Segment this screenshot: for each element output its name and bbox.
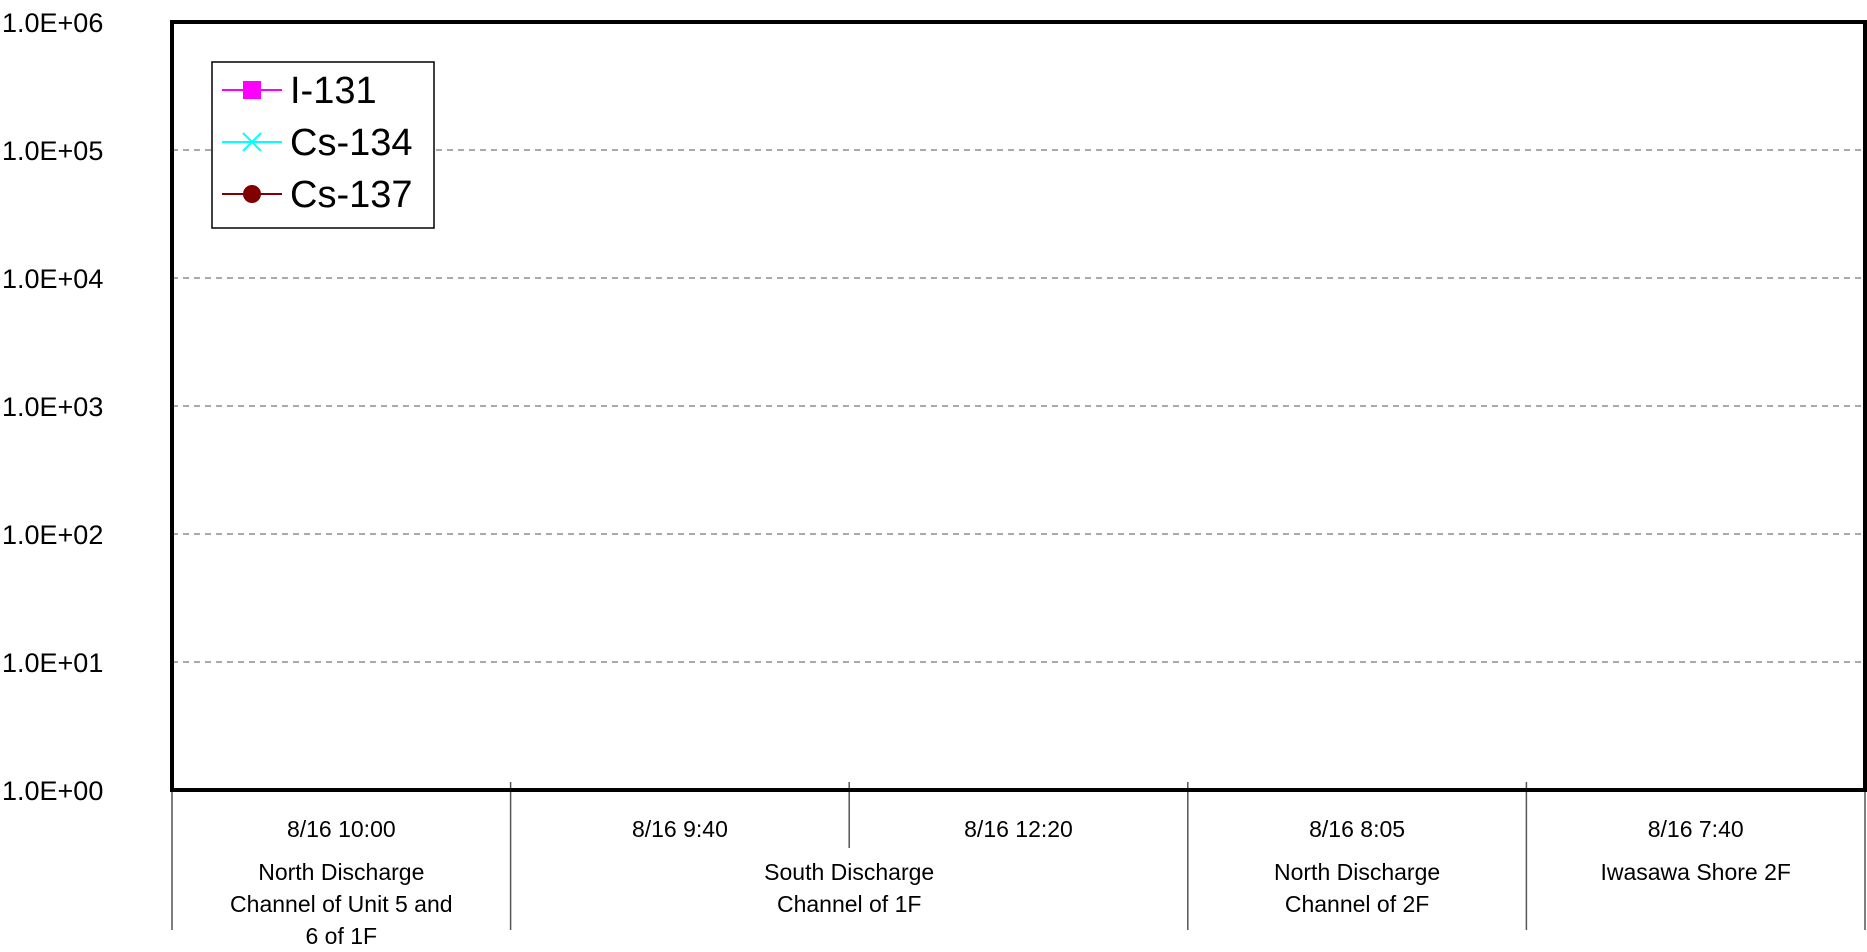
x-category-location: Iwasawa Shore 2F bbox=[1600, 859, 1790, 885]
legend: I-131 Cs-134 Cs-137 bbox=[212, 62, 434, 228]
legend-label: Cs-134 bbox=[290, 122, 413, 164]
x-category-location: 6 of 1F bbox=[305, 923, 377, 949]
y-tick-label: 1.0E+02 bbox=[2, 520, 103, 550]
x-category-time: 8/16 12:20 bbox=[964, 816, 1073, 842]
x-category-location: North Discharge bbox=[258, 859, 424, 885]
x-category-time: 8/16 8:05 bbox=[1309, 816, 1405, 842]
y-tick-label: 1.0E+04 bbox=[2, 264, 103, 294]
y-tick-label: 1.0E+00 bbox=[2, 776, 103, 806]
x-category-location: Channel of 1F bbox=[777, 891, 921, 917]
legend-marker-square bbox=[243, 81, 261, 99]
y-tick-label: 1.0E+05 bbox=[2, 136, 103, 166]
y-tick-label: 1.0E+03 bbox=[2, 392, 103, 422]
x-category-time: 8/16 10:00 bbox=[287, 816, 396, 842]
legend-marker-circle bbox=[243, 185, 261, 203]
x-category-location: Channel of Unit 5 and bbox=[230, 891, 453, 917]
x-category-location: Channel of 2F bbox=[1285, 891, 1429, 917]
y-tick-label: 1.0E+01 bbox=[2, 648, 103, 678]
y-tick-label: 1.0E+06 bbox=[2, 8, 103, 38]
x-category-location: South Discharge bbox=[764, 859, 934, 885]
legend-label: Cs-137 bbox=[290, 174, 413, 216]
legend-label: I-131 bbox=[290, 70, 377, 112]
x-category-time: 8/16 7:40 bbox=[1648, 816, 1744, 842]
x-category-location: North Discharge bbox=[1274, 859, 1440, 885]
x-category-time: 8/16 9:40 bbox=[632, 816, 728, 842]
